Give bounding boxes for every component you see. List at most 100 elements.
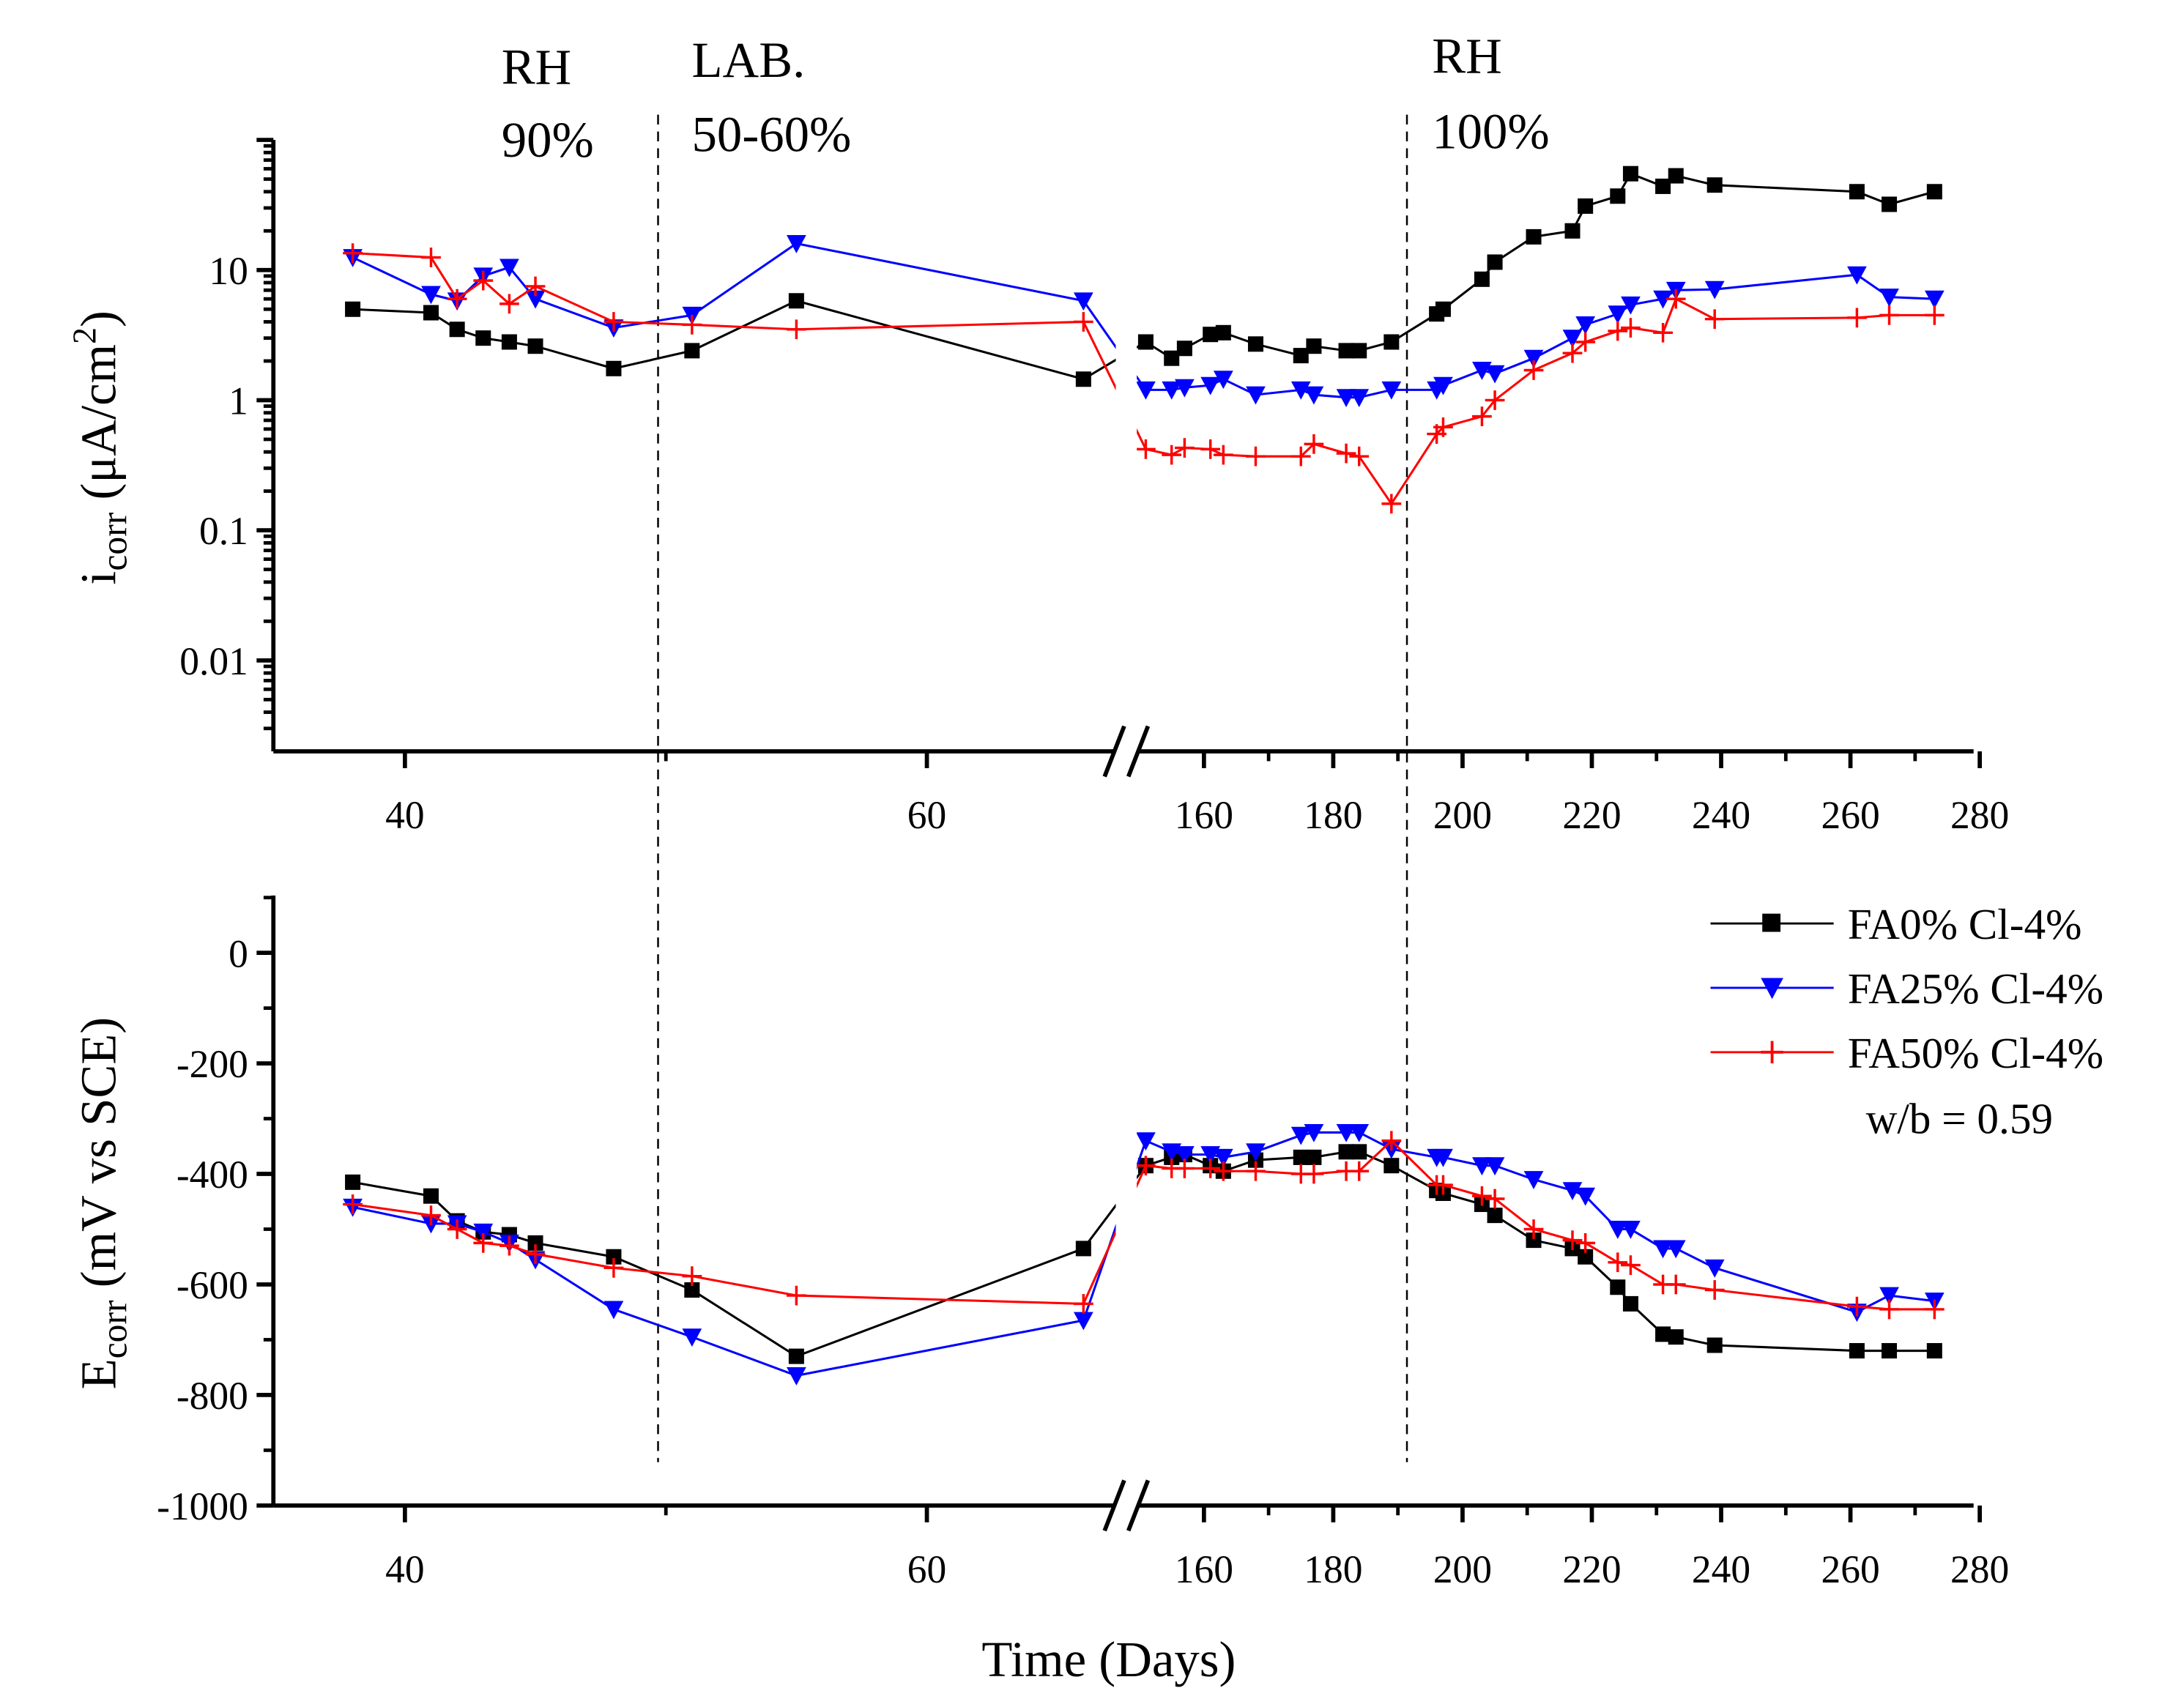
data-point-plus: [499, 1235, 519, 1256]
data-point-square: [1926, 184, 1942, 200]
data-point-triangle: [1879, 289, 1899, 308]
axes-layer: 0.01 0.1 1 10 40 60 160 180 200 220 240 260 280 0 -200…: [157, 114, 2009, 1591]
data-point-plus: [1704, 309, 1725, 330]
x-tick-label: 200: [1433, 793, 1492, 837]
data-point-square: [1383, 1158, 1400, 1174]
x-tick-label: 280: [1950, 793, 2009, 837]
data-point-square: [1247, 336, 1263, 352]
data-point-triangle: [1349, 1123, 1370, 1142]
data-point-square: [684, 1282, 700, 1298]
annotation-lab-value: 50-60%: [692, 106, 852, 162]
y-tick-label: 10: [209, 249, 248, 293]
data-point-square: [1176, 341, 1192, 357]
legend-marker-triangle: [1761, 978, 1783, 1000]
data-point-square: [1610, 1279, 1626, 1295]
data-point-plus: [1336, 443, 1356, 464]
data-point-plus: [447, 1219, 467, 1239]
data-point-triangle: [1704, 280, 1725, 300]
data-point-triangle: [1433, 376, 1453, 395]
data-point-square: [1655, 1326, 1671, 1342]
x-tick-label: 180: [1304, 1547, 1362, 1591]
data-point-square: [475, 330, 491, 346]
data-point-plus: [499, 294, 519, 314]
data-point-triangle: [1162, 381, 1182, 400]
data-point-square: [1564, 223, 1581, 239]
data-point-plus: [1562, 1230, 1583, 1250]
legend-item-fa0: FA0% Cl-4%: [1710, 900, 2082, 948]
data-point-plus: [1472, 406, 1492, 427]
data-point-plus: [1290, 446, 1311, 466]
data-point-plus: [1879, 1299, 1899, 1320]
annotation-rh90-label: RH: [502, 40, 572, 95]
annotation-lab-label: LAB.: [692, 32, 806, 88]
data-point-plus: [343, 243, 363, 263]
data-point-plus: [1349, 446, 1370, 466]
data-point-triangle: [1073, 1312, 1093, 1331]
x-tick-label: 60: [907, 793, 946, 837]
data-point-plus: [1575, 1233, 1596, 1253]
data-point-square: [1926, 1343, 1942, 1359]
data-point-square: [1610, 188, 1626, 204]
data-point-triangle: [1246, 1143, 1266, 1162]
data-point-plus: [1213, 1161, 1233, 1181]
data-point-plus: [343, 1194, 363, 1214]
y-tick-label: -1000: [157, 1484, 248, 1528]
data-point-square: [1706, 1337, 1723, 1353]
x-tick-label: 260: [1821, 793, 1879, 837]
data-point-square: [527, 1235, 543, 1251]
y-axis-label-top: icorr (μA/cm2): [66, 310, 135, 585]
data-point-square: [1849, 1343, 1865, 1359]
data-point-plus: [421, 248, 441, 267]
series-line: [352, 242, 1935, 399]
data-point-square: [1668, 168, 1684, 184]
x-tick-label: 40: [385, 1547, 424, 1591]
axis-break-icon: [1102, 725, 1151, 778]
legend-label: FA50% Cl-4%: [1848, 1029, 2103, 1077]
data-point-triangle: [1523, 1171, 1544, 1189]
data-point-square: [1383, 334, 1400, 350]
data-point-triangle: [1575, 316, 1596, 335]
x-tick-label: 240: [1692, 1547, 1750, 1591]
data-point-plus: [1665, 1274, 1686, 1295]
data-point-plus: [1304, 1164, 1324, 1184]
y-tick-label: -800: [177, 1374, 248, 1418]
data-point-plus: [1523, 1219, 1544, 1239]
data-point-square: [1487, 1208, 1503, 1224]
data-point-triangle: [1174, 379, 1195, 398]
data-point-plus: [1162, 445, 1182, 465]
data-point-square: [1164, 350, 1180, 366]
data-point-plus: [1621, 1255, 1641, 1275]
data-point-triangle: [473, 1223, 494, 1242]
legend-note: w/b = 0.59: [1866, 1095, 2053, 1143]
data-point-square: [1474, 271, 1490, 287]
annotation-rh90-value: 90%: [502, 112, 594, 168]
data-point-plus: [682, 315, 702, 335]
data-point-plus: [1879, 305, 1899, 325]
data-point-plus: [1575, 332, 1596, 352]
data-point-square: [1578, 198, 1594, 214]
x-tick-label: 260: [1821, 1547, 1879, 1591]
legend-label: FA0% Cl-4%: [1848, 900, 2082, 948]
data-point-plus: [1665, 289, 1686, 309]
data-point-plus: [1213, 445, 1233, 465]
data-point-square: [1622, 1295, 1638, 1312]
data-point-triangle: [1136, 381, 1156, 400]
data-point-triangle: [1704, 1259, 1725, 1278]
data-point-square: [1137, 334, 1154, 350]
y-tick-label: 0: [229, 931, 248, 975]
y-tick-label: 0.1: [199, 509, 248, 553]
data-point-square: [1338, 343, 1354, 359]
data-point-triangle: [1653, 290, 1673, 309]
data-point-plus: [786, 1285, 806, 1306]
data-point-square: [788, 293, 804, 309]
x-tick-label: 240: [1692, 793, 1750, 837]
data-point-square: [1075, 371, 1091, 387]
data-point-triangle: [499, 259, 519, 278]
data-point-triangle: [1562, 330, 1583, 349]
data-point-square: [1351, 1144, 1367, 1160]
data-point-triangle: [1472, 1157, 1492, 1176]
data-point-triangle: [1653, 1240, 1673, 1259]
data-point-square: [345, 1174, 361, 1190]
data-point-triangle: [1847, 266, 1867, 285]
data-point-triangle: [786, 1367, 806, 1386]
